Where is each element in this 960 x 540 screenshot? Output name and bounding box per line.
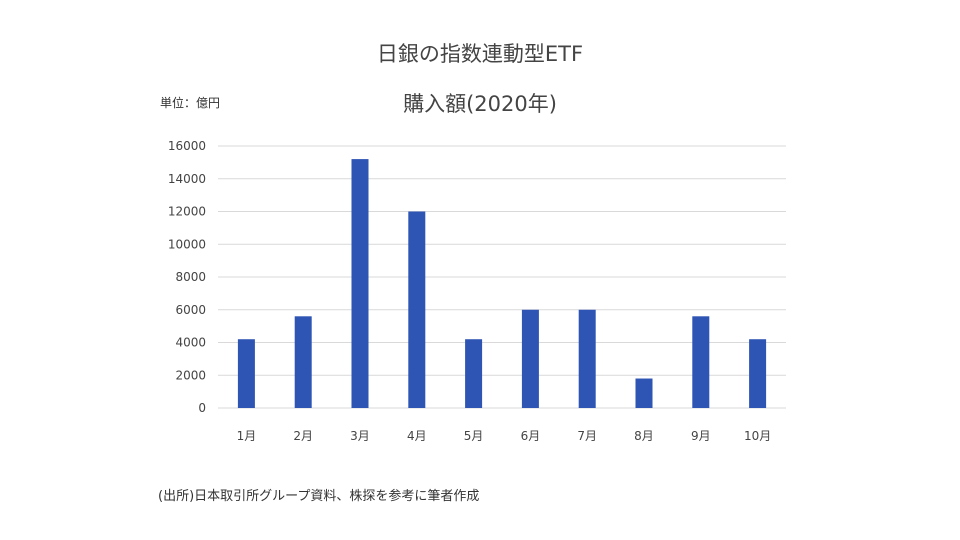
y-tick-label: 6000: [175, 303, 206, 317]
x-axis-ticks: 1月 2月 3月 4月 5月 6月 7月 8月 9月 10月: [237, 429, 772, 443]
bar: [408, 211, 426, 408]
bar: [351, 159, 369, 408]
y-tick-label: 10000: [168, 237, 206, 251]
x-tick-label: 3月: [350, 429, 370, 443]
y-tick-label: 16000: [168, 139, 206, 153]
bar: [465, 339, 483, 408]
x-tick-label: 5月: [464, 429, 484, 443]
x-tick-label: 4月: [407, 429, 427, 443]
bar: [237, 339, 255, 408]
y-tick-label: 2000: [175, 368, 206, 382]
x-tick-label: 7月: [577, 429, 597, 443]
bar: [578, 309, 596, 408]
x-tick-label: 2月: [293, 429, 313, 443]
chart-title-line-2: 購入額(2020年): [403, 92, 557, 116]
bar: [294, 316, 312, 408]
x-tick-label: 6月: [521, 429, 541, 443]
x-tick-label: 8月: [634, 429, 654, 443]
gridlines: [218, 145, 786, 409]
y-tick-label: 0: [198, 401, 206, 415]
bar: [692, 316, 710, 408]
y-tick-label: 12000: [168, 205, 206, 219]
chart-title-line-1: 日銀の指数連動型ETF: [376, 42, 584, 66]
unit-label: 単位：億円: [160, 96, 221, 110]
bar: [521, 309, 539, 408]
bar: [749, 339, 767, 408]
y-tick-label: 14000: [168, 172, 206, 186]
x-tick-label: 1月: [237, 429, 257, 443]
y-tick-label: 8000: [175, 270, 206, 284]
bar: [635, 378, 653, 408]
y-tick-label: 4000: [175, 336, 206, 350]
source-note: (出所)日本取引所グループ資料、株探を参考に筆者作成: [158, 489, 480, 504]
x-tick-label: 9月: [691, 429, 711, 443]
x-tick-label: 10月: [744, 429, 771, 443]
y-axis-ticks: 0 2000 4000 6000 8000 10000 12000 14000 16000: [168, 139, 206, 415]
bars: [237, 159, 767, 408]
